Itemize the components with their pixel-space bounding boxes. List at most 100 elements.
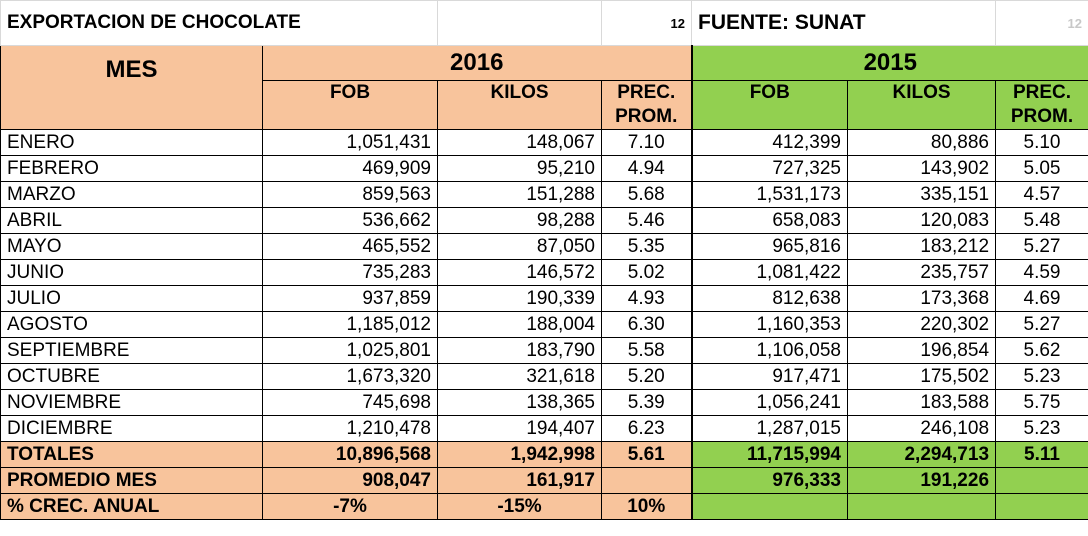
mes-header[interactable]: MES bbox=[0, 45, 263, 130]
prec-2015-cell[interactable]: 5.75 bbox=[995, 389, 1088, 416]
fob-2015-cell[interactable]: 1,056,241 bbox=[690, 389, 848, 416]
kilos-2015-cell[interactable]: 173,368 bbox=[846, 285, 997, 312]
prec-2015-cell[interactable]: 5.62 bbox=[995, 337, 1088, 364]
kilos-2016-header[interactable]: KILOS bbox=[437, 80, 602, 130]
prec-2015-header[interactable]: PREC. PROM. bbox=[995, 80, 1088, 130]
fob-2015-cell[interactable]: 412,399 bbox=[690, 129, 848, 156]
mes-cell[interactable]: ENERO bbox=[0, 129, 263, 156]
fob-2016-cell[interactable]: 536,662 bbox=[262, 207, 438, 234]
kilos-2015-cell[interactable]: 235,757 bbox=[846, 259, 997, 286]
prec-2016-cell[interactable]: 5.46 bbox=[601, 207, 692, 234]
prec-2015-cell[interactable]: 5.48 bbox=[995, 207, 1088, 234]
fob-2015-cell[interactable] bbox=[690, 493, 848, 520]
prec-2016-cell[interactable]: 5.20 bbox=[601, 363, 692, 390]
mes-cell[interactable]: ABRIL bbox=[0, 207, 263, 234]
kilos-2015-cell[interactable]: 183,212 bbox=[846, 233, 997, 260]
fob-2016-cell[interactable]: -7% bbox=[262, 493, 438, 520]
page-number-cell[interactable]: 12 bbox=[601, 0, 692, 46]
kilos-2016-cell[interactable]: 146,572 bbox=[437, 259, 602, 286]
fob-2016-cell[interactable]: 908,047 bbox=[262, 467, 438, 494]
prec-2015-cell[interactable]: 4.57 bbox=[995, 181, 1088, 208]
prec-2015-cell[interactable] bbox=[995, 493, 1088, 520]
fob-2016-header[interactable]: FOB bbox=[262, 80, 438, 130]
mes-cell[interactable]: % CREC. ANUAL bbox=[0, 493, 263, 520]
fob-2015-cell[interactable]: 812,638 bbox=[690, 285, 848, 312]
year-2016-header[interactable]: 2016 bbox=[262, 45, 692, 81]
kilos-2015-cell[interactable]: 335,151 bbox=[846, 181, 997, 208]
kilos-2016-cell[interactable]: -15% bbox=[437, 493, 602, 520]
kilos-2015-cell[interactable]: 196,854 bbox=[846, 337, 997, 364]
prec-2015-cell[interactable]: 5.27 bbox=[995, 233, 1088, 260]
fob-2016-cell[interactable]: 1,051,431 bbox=[262, 129, 438, 156]
mes-cell[interactable]: JUNIO bbox=[0, 259, 263, 286]
sheet-title[interactable]: EXPORTACION DE CHOCOLATE bbox=[0, 0, 438, 46]
prec-2016-cell[interactable]: 5.39 bbox=[601, 389, 692, 416]
fob-2015-cell[interactable]: 11,715,994 bbox=[690, 441, 848, 468]
fob-2015-cell[interactable]: 1,531,173 bbox=[690, 181, 848, 208]
prec-2016-cell[interactable] bbox=[601, 467, 692, 494]
kilos-2016-cell[interactable]: 95,210 bbox=[437, 155, 602, 182]
fob-2015-cell[interactable]: 1,287,015 bbox=[690, 415, 848, 442]
kilos-2015-cell[interactable]: 183,588 bbox=[846, 389, 997, 416]
mes-cell[interactable]: FEBRERO bbox=[0, 155, 263, 182]
kilos-2015-cell[interactable]: 143,902 bbox=[846, 155, 997, 182]
kilos-2016-cell[interactable]: 87,050 bbox=[437, 233, 602, 260]
mes-cell[interactable]: AGOSTO bbox=[0, 311, 263, 338]
page-number-cell-right[interactable]: 12 bbox=[995, 0, 1088, 46]
fob-2016-cell[interactable]: 469,909 bbox=[262, 155, 438, 182]
kilos-2016-cell[interactable]: 148,067 bbox=[437, 129, 602, 156]
mes-cell[interactable]: MAYO bbox=[0, 233, 263, 260]
kilos-2016-cell[interactable]: 138,365 bbox=[437, 389, 602, 416]
fob-2016-cell[interactable]: 1,210,478 bbox=[262, 415, 438, 442]
fob-2016-cell[interactable]: 1,673,320 bbox=[262, 363, 438, 390]
fob-2015-cell[interactable]: 1,081,422 bbox=[690, 259, 848, 286]
mes-cell[interactable]: TOTALES bbox=[0, 441, 263, 468]
kilos-2015-cell[interactable]: 246,108 bbox=[846, 415, 997, 442]
prec-2015-cell[interactable]: 4.69 bbox=[995, 285, 1088, 312]
kilos-2016-cell[interactable]: 194,407 bbox=[437, 415, 602, 442]
prec-2016-cell[interactable]: 4.93 bbox=[601, 285, 692, 312]
kilos-2016-cell[interactable]: 321,618 bbox=[437, 363, 602, 390]
prec-2016-cell[interactable]: 6.30 bbox=[601, 311, 692, 338]
prec-2016-cell[interactable]: 5.68 bbox=[601, 181, 692, 208]
fob-2015-cell[interactable]: 1,160,353 bbox=[690, 311, 848, 338]
prec-2015-cell[interactable] bbox=[995, 467, 1088, 494]
kilos-2015-header[interactable]: KILOS bbox=[846, 80, 997, 130]
fob-2015-cell[interactable]: 1,106,058 bbox=[690, 337, 848, 364]
fob-2015-header[interactable]: FOB bbox=[690, 80, 848, 130]
kilos-2015-cell[interactable]: 175,502 bbox=[846, 363, 997, 390]
fob-2016-cell[interactable]: 859,563 bbox=[262, 181, 438, 208]
prec-2016-cell[interactable]: 5.58 bbox=[601, 337, 692, 364]
prec-2016-cell[interactable]: 10% bbox=[601, 493, 692, 520]
prec-2015-cell[interactable]: 5.10 bbox=[995, 129, 1088, 156]
prec-2016-cell[interactable]: 5.02 bbox=[601, 259, 692, 286]
empty-cell[interactable] bbox=[437, 0, 602, 46]
fob-2016-cell[interactable]: 745,698 bbox=[262, 389, 438, 416]
mes-cell[interactable]: MARZO bbox=[0, 181, 263, 208]
prec-2015-cell[interactable]: 5.23 bbox=[995, 363, 1088, 390]
prec-2016-header[interactable]: PREC. PROM. bbox=[601, 80, 692, 130]
fob-2016-cell[interactable]: 1,185,012 bbox=[262, 311, 438, 338]
kilos-2016-cell[interactable]: 190,339 bbox=[437, 285, 602, 312]
source-label[interactable]: FUENTE: SUNAT bbox=[690, 0, 997, 46]
fob-2016-cell[interactable]: 1,025,801 bbox=[262, 337, 438, 364]
mes-cell[interactable]: PROMEDIO MES bbox=[0, 467, 263, 494]
fob-2015-cell[interactable]: 727,325 bbox=[690, 155, 848, 182]
prec-2015-cell[interactable]: 5.27 bbox=[995, 311, 1088, 338]
prec-2015-cell[interactable]: 5.11 bbox=[995, 441, 1088, 468]
kilos-2016-cell[interactable]: 161,917 bbox=[437, 467, 602, 494]
kilos-2015-cell[interactable]: 191,226 bbox=[846, 467, 997, 494]
prec-2016-cell[interactable]: 5.61 bbox=[601, 441, 692, 468]
prec-2015-cell[interactable]: 5.23 bbox=[995, 415, 1088, 442]
kilos-2015-cell[interactable] bbox=[846, 493, 997, 520]
prec-2015-cell[interactable]: 4.59 bbox=[995, 259, 1088, 286]
kilos-2015-cell[interactable]: 2,294,713 bbox=[846, 441, 997, 468]
fob-2016-cell[interactable]: 10,896,568 bbox=[262, 441, 438, 468]
kilos-2015-cell[interactable]: 80,886 bbox=[846, 129, 997, 156]
mes-cell[interactable]: SEPTIEMBRE bbox=[0, 337, 263, 364]
prec-2016-cell[interactable]: 6.23 bbox=[601, 415, 692, 442]
fob-2016-cell[interactable]: 735,283 bbox=[262, 259, 438, 286]
kilos-2015-cell[interactable]: 120,083 bbox=[846, 207, 997, 234]
mes-cell[interactable]: JULIO bbox=[0, 285, 263, 312]
fob-2015-cell[interactable]: 965,816 bbox=[690, 233, 848, 260]
